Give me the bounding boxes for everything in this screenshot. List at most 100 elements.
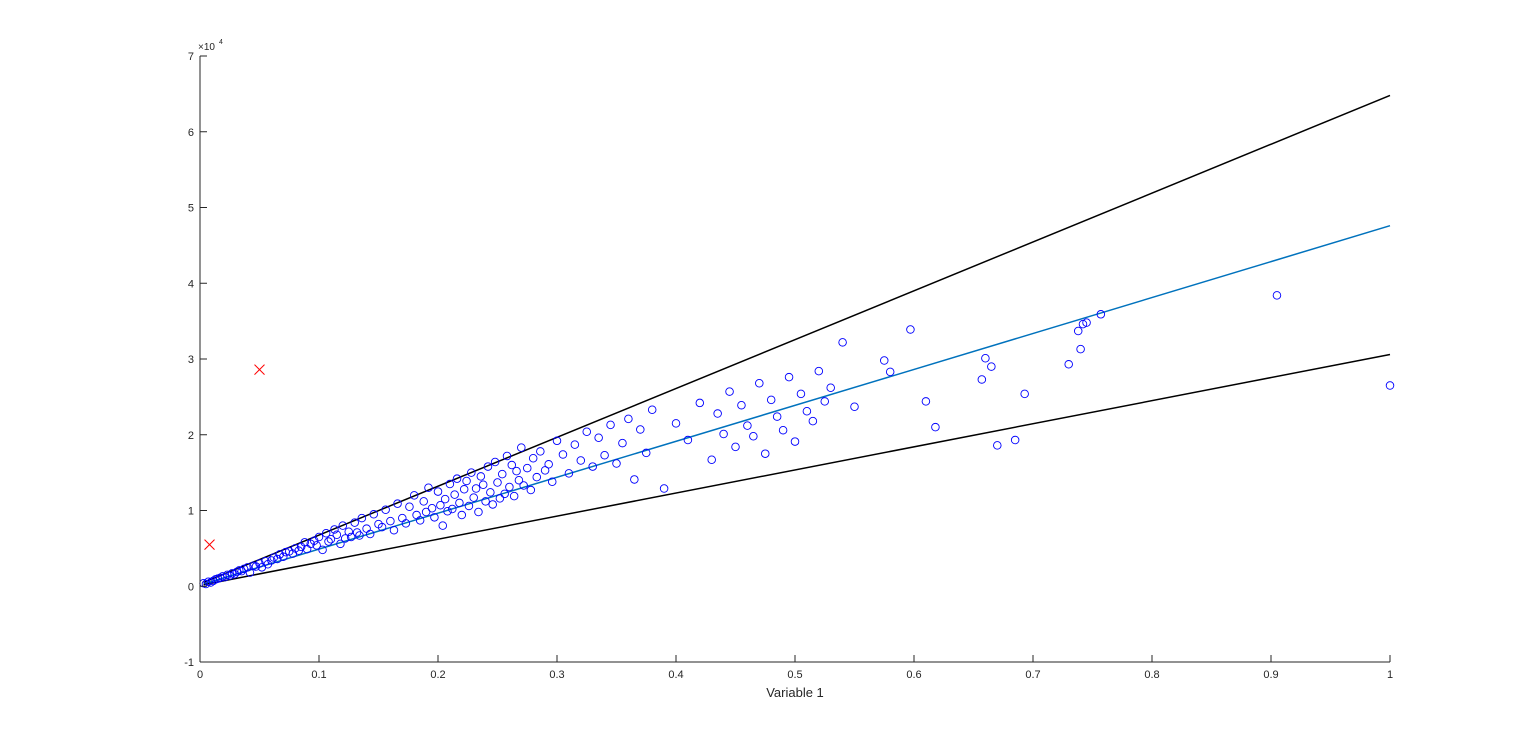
data-point <box>1076 344 1085 354</box>
data-point <box>749 432 758 441</box>
data-point <box>1010 435 1020 445</box>
data-point <box>369 510 378 519</box>
data-point <box>761 449 770 458</box>
data-point <box>725 387 734 396</box>
data-point <box>778 425 788 435</box>
data-point <box>796 389 806 399</box>
data-point <box>820 397 830 406</box>
data-point <box>612 459 621 468</box>
data-point <box>443 507 452 516</box>
data-point <box>1272 291 1282 300</box>
data-point <box>401 519 411 528</box>
data-point <box>1064 360 1073 369</box>
y-exponent-label: ×10 <box>198 42 215 53</box>
y-tick-label: 2 <box>188 430 194 442</box>
data-point <box>498 469 507 479</box>
data-point <box>838 338 847 347</box>
data-point <box>1096 310 1106 319</box>
data-point <box>393 499 402 508</box>
data-point <box>469 493 478 502</box>
data-point <box>340 534 350 543</box>
data-point <box>993 441 1002 450</box>
data-point <box>324 537 333 546</box>
data-point <box>389 525 399 535</box>
outlier-stroke <box>204 539 215 550</box>
data-point <box>237 566 246 576</box>
data-point <box>452 474 462 483</box>
data-point <box>445 479 455 489</box>
data-point <box>528 453 538 463</box>
data-point <box>507 460 517 470</box>
data-point <box>564 469 574 478</box>
data-point <box>552 436 562 446</box>
data-point <box>430 513 439 522</box>
data-point <box>321 528 331 538</box>
y-tick-label: 5 <box>188 203 194 215</box>
data-point <box>312 541 321 550</box>
data-point <box>885 367 895 377</box>
data-point <box>707 455 716 464</box>
data-point <box>424 483 433 493</box>
data-point <box>719 429 728 439</box>
data-point <box>314 532 324 542</box>
data-point <box>500 489 509 499</box>
data-point <box>412 510 421 520</box>
x-tick-label: 0.9 <box>1263 669 1278 681</box>
outlier-stroke <box>254 364 265 375</box>
data-point <box>790 437 800 446</box>
data-point <box>326 535 336 544</box>
data-point <box>476 472 486 481</box>
data-point <box>398 513 407 523</box>
y-tick-label: 0 <box>188 581 194 593</box>
data-point <box>467 468 476 477</box>
data-point <box>713 409 722 418</box>
x-tick-label: 0.6 <box>906 669 921 681</box>
x-tick-label: 0.1 <box>311 669 326 681</box>
data-point <box>671 419 681 428</box>
data-point <box>547 477 557 486</box>
data-point <box>464 501 474 511</box>
data-point <box>826 383 835 393</box>
data-point <box>536 447 545 456</box>
data-point <box>630 475 639 484</box>
data-point <box>624 414 633 424</box>
data-point <box>921 397 931 406</box>
data-point <box>519 481 528 490</box>
data-point <box>438 521 448 530</box>
data-point <box>267 556 276 565</box>
data-point <box>766 395 776 405</box>
data-point <box>357 513 367 523</box>
data-point <box>514 475 524 485</box>
data-point <box>365 529 375 539</box>
data-point <box>459 485 469 494</box>
data-point <box>526 485 536 495</box>
y-tick-label: 6 <box>188 127 194 139</box>
lower-bound-line <box>203 353 1391 586</box>
x-axis-label: Variable 1 <box>766 685 824 700</box>
x-tick-label: 0 <box>197 669 203 681</box>
x-tick-label: 0.3 <box>549 669 564 681</box>
data-point <box>683 435 693 445</box>
data-point <box>481 497 490 506</box>
data-point <box>606 420 615 430</box>
data-point <box>419 497 428 506</box>
data-point <box>448 504 457 514</box>
x-tick-label: 0.4 <box>668 669 683 681</box>
data-point <box>245 568 255 577</box>
data-point <box>814 366 824 376</box>
data-point <box>381 505 390 514</box>
data-point <box>344 527 354 536</box>
data-point <box>1020 389 1029 399</box>
y-tick-label: 4 <box>188 278 194 290</box>
data-point <box>386 516 395 526</box>
y-tick-label: -1 <box>184 657 194 669</box>
outlier-point <box>254 364 265 375</box>
data-point <box>486 488 495 497</box>
data-point <box>532 472 542 482</box>
data-point <box>880 356 889 365</box>
y-tick-label: 7 <box>188 51 194 63</box>
outlier-markers <box>204 364 265 550</box>
lines-layer <box>203 94 1391 586</box>
data-point <box>415 516 425 525</box>
